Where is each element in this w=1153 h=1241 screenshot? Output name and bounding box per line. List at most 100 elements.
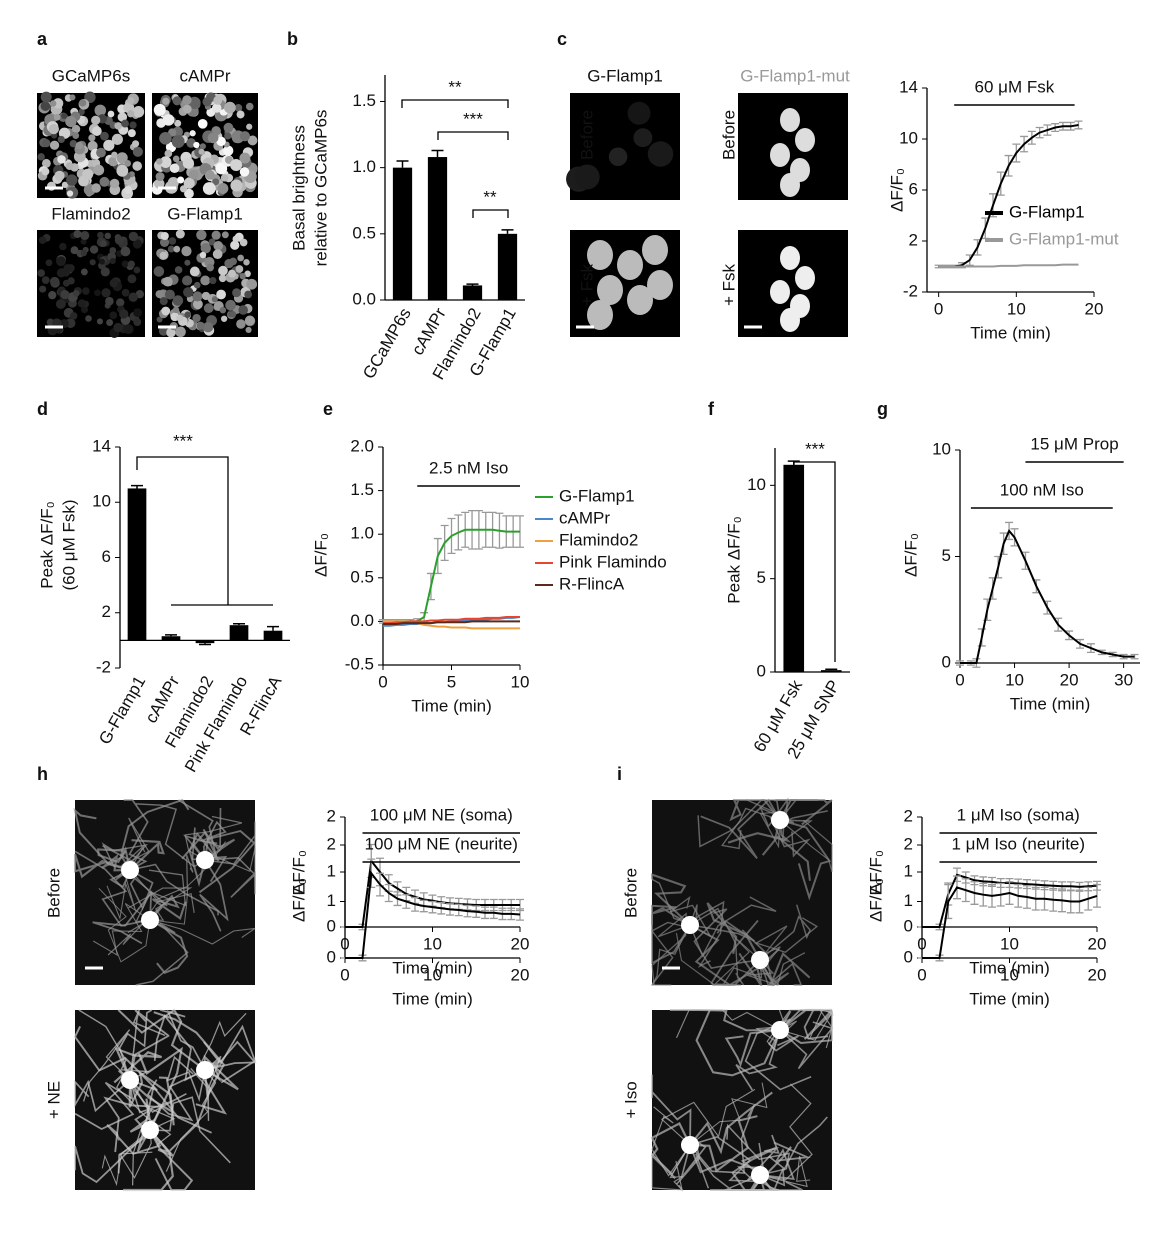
cell — [218, 274, 227, 283]
cell — [63, 264, 72, 273]
cell — [246, 123, 253, 130]
cell — [223, 145, 234, 156]
neurite — [92, 890, 153, 945]
cell — [113, 322, 123, 333]
significance-label: *** — [463, 109, 483, 128]
cell — [162, 276, 173, 287]
neurite — [137, 1046, 184, 1131]
cell — [41, 167, 50, 176]
stimulus-label: 60 μM Fsk — [975, 77, 1055, 96]
bar — [263, 630, 283, 641]
neurite — [159, 1009, 206, 1071]
x-tick-label: 0 — [955, 670, 964, 689]
image-label: G-Flamp1 — [587, 66, 663, 85]
soma — [771, 811, 789, 829]
neurite — [119, 798, 190, 871]
neurite — [675, 932, 761, 986]
neurite — [735, 1029, 781, 1091]
cell — [128, 292, 138, 302]
legend-label: Pink Flamindo — [559, 552, 667, 571]
stimulus-label: 100 μM NE (neurite) — [365, 834, 518, 853]
neurite — [689, 896, 777, 958]
bar — [462, 285, 483, 300]
neurite — [129, 1009, 170, 1081]
series-line — [960, 529, 1135, 664]
y-axis-label: Peak ΔF/F₀ — [37, 501, 56, 588]
neurite — [184, 815, 243, 861]
neurite — [650, 873, 691, 926]
y-tick-label: 1 — [327, 861, 336, 880]
cell — [105, 296, 114, 306]
y-tick-label: 14 — [92, 436, 111, 455]
cell — [111, 133, 123, 145]
neurite — [123, 1129, 174, 1192]
panel-letter: f — [708, 399, 715, 419]
neurite — [779, 798, 833, 826]
cell — [127, 260, 135, 268]
neurite — [134, 869, 187, 923]
cell — [197, 118, 208, 129]
y-tick-label: 1.5 — [352, 91, 376, 110]
cell — [91, 183, 101, 193]
y-tick-label: -2 — [903, 281, 918, 300]
cell — [220, 315, 228, 322]
cell — [161, 306, 171, 316]
panel-letter: a — [37, 29, 48, 49]
cell — [182, 95, 192, 105]
cell — [56, 256, 66, 267]
neurite — [128, 1070, 175, 1126]
cell — [100, 240, 107, 247]
cell — [69, 94, 76, 101]
cell — [587, 240, 613, 270]
cell — [155, 172, 165, 182]
neurite — [779, 819, 832, 901]
cell — [770, 143, 790, 167]
cell — [66, 174, 78, 186]
cell — [172, 306, 180, 314]
series-line — [383, 616, 520, 625]
cell — [121, 260, 129, 268]
y-tick-label: 0.5 — [352, 223, 376, 242]
cell — [129, 121, 137, 129]
legend-label: cAMPr — [559, 508, 610, 527]
neurite — [715, 959, 763, 986]
cell — [244, 315, 255, 326]
cell — [174, 266, 183, 274]
panel-letter: d — [37, 399, 48, 419]
neurite — [113, 1046, 162, 1084]
neurite — [198, 829, 256, 894]
cell — [116, 152, 128, 164]
cell — [92, 126, 102, 136]
cell — [647, 141, 674, 167]
y-tick-label: -2 — [96, 657, 111, 676]
neurite — [135, 803, 206, 868]
neurite — [136, 1084, 212, 1152]
cell — [106, 319, 114, 327]
image-label: cAMPr — [180, 66, 231, 85]
error-bar — [466, 283, 479, 286]
image — [652, 1010, 832, 1190]
image-label: Before — [577, 110, 596, 160]
bar — [820, 670, 842, 672]
cell — [200, 242, 211, 254]
neurite — [73, 807, 131, 871]
cell — [60, 289, 70, 300]
cell — [196, 321, 205, 330]
cell — [96, 147, 106, 158]
cell — [770, 280, 790, 304]
x-axis-label: Time (min) — [411, 696, 492, 715]
cell — [37, 153, 45, 161]
cell — [132, 106, 145, 118]
cell — [246, 278, 258, 290]
cell — [97, 231, 104, 239]
cell — [205, 170, 215, 180]
x-tick-label: 0 — [378, 672, 387, 691]
cell — [587, 300, 613, 330]
error-bar — [501, 229, 514, 234]
x-tick-label: 20 — [511, 934, 530, 953]
cell — [93, 164, 105, 176]
series-line — [345, 858, 520, 928]
image-label: + Iso — [621, 1081, 640, 1118]
cell — [65, 115, 77, 128]
